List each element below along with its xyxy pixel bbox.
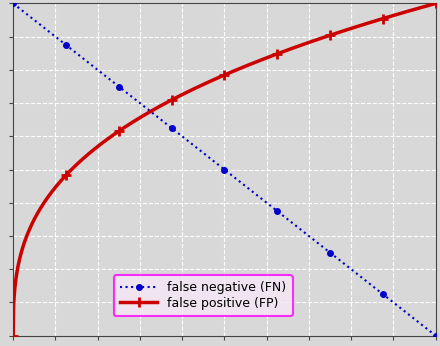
Legend: false negative (FN), false positive (FP): false negative (FN), false positive (FP) <box>114 275 293 316</box>
